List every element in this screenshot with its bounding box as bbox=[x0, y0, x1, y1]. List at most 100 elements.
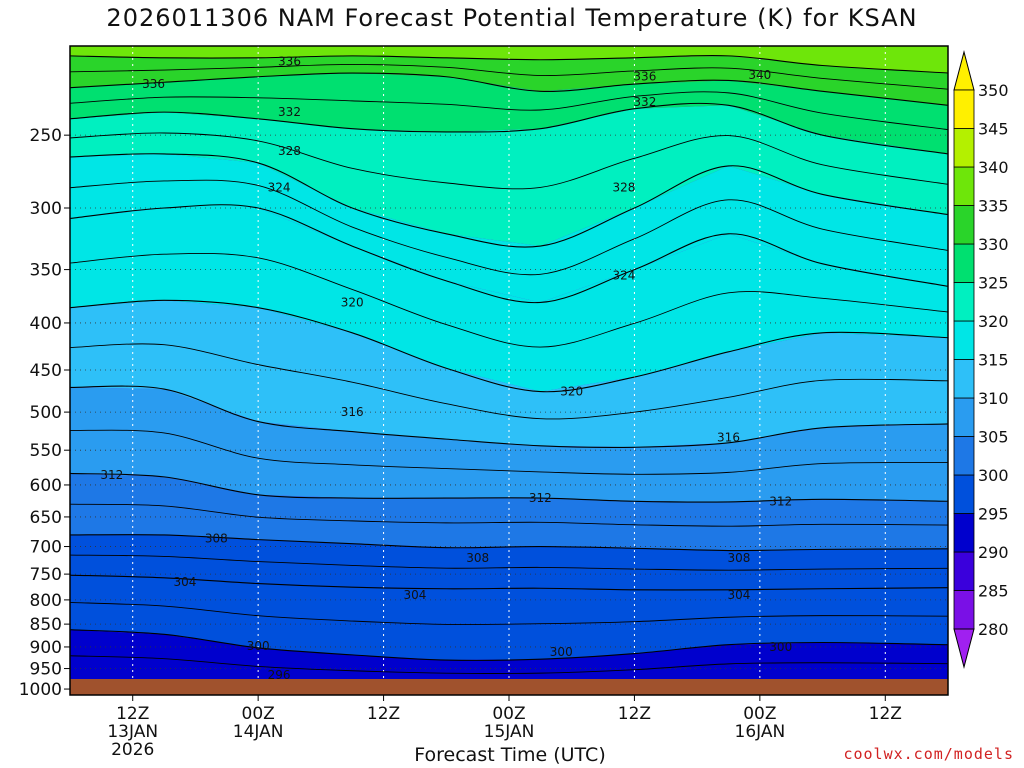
contour-label-300: 300 bbox=[769, 640, 792, 654]
colorbar: 280 285 290 295 300 305 310 315 320 325 330 335 340 3… bbox=[953, 50, 1009, 669]
isentrope-334 bbox=[70, 91, 948, 131]
colorbar-label: 285 bbox=[978, 582, 1009, 601]
fill-band-328 bbox=[70, 105, 948, 247]
isentrope-304 bbox=[70, 574, 948, 591]
isentrope-322 bbox=[70, 252, 948, 348]
ground-terrain bbox=[70, 679, 948, 695]
colorbar-label: 290 bbox=[978, 543, 1009, 562]
contour-label-308: 308 bbox=[727, 551, 750, 565]
contour-label-308: 308 bbox=[466, 551, 489, 565]
contour-label-316: 316 bbox=[717, 431, 740, 445]
colorbar-label: 335 bbox=[978, 197, 1009, 216]
fill-band-324 bbox=[70, 153, 948, 303]
isentrope-340 bbox=[70, 54, 948, 74]
isentrope-330 bbox=[70, 132, 948, 190]
colorbar-label: 305 bbox=[978, 428, 1009, 447]
contour-label-304: 304 bbox=[403, 588, 426, 602]
isentrope-302 bbox=[70, 601, 948, 625]
credit-link[interactable]: coolwx.com/models bbox=[843, 745, 1014, 763]
fill-band-296 bbox=[70, 629, 948, 688]
colorbar-segment-300 bbox=[953, 436, 975, 476]
x-tick-label: 12Z bbox=[869, 704, 902, 724]
colorbar-label: 325 bbox=[978, 274, 1009, 293]
colorbar-segment-315 bbox=[953, 320, 975, 360]
contour-label-332: 332 bbox=[633, 95, 656, 109]
y-tick-label: 700 bbox=[30, 538, 62, 558]
contour-label-336: 336 bbox=[142, 77, 165, 91]
isentrope-324 bbox=[70, 204, 948, 304]
chart-title: 2026011306 NAM Forecast Potential Temper… bbox=[106, 4, 918, 32]
x-tick-label: 00Z bbox=[242, 704, 275, 724]
x-tick-label: 14JAN bbox=[233, 722, 284, 742]
colorbar-label: 300 bbox=[978, 466, 1009, 485]
contour-label-320: 320 bbox=[341, 295, 364, 309]
colorbar-label: 280 bbox=[978, 620, 1009, 639]
isentrope-308 bbox=[70, 534, 948, 552]
isentrope-310 bbox=[70, 503, 948, 527]
x-tick-label: 12Z bbox=[618, 704, 651, 724]
fill-band-340 bbox=[70, 46, 948, 74]
ground-fill bbox=[70, 679, 948, 695]
contour-label-316: 316 bbox=[341, 405, 364, 419]
x-tick-label: 12Z bbox=[116, 704, 149, 724]
colorbar-segment-330 bbox=[953, 205, 975, 245]
contour-label-336: 336 bbox=[633, 70, 656, 84]
isentrope-318 bbox=[70, 343, 948, 420]
y-tick-label: 500 bbox=[30, 403, 62, 423]
contour-label-336: 336 bbox=[278, 55, 301, 69]
colorbar-segment-295 bbox=[953, 474, 975, 514]
x-tick-label: 12Z bbox=[367, 704, 400, 724]
contour-label-296: 296 bbox=[268, 668, 291, 682]
colorbar-label: 320 bbox=[978, 312, 1009, 331]
y-tick-label: 550 bbox=[30, 441, 62, 461]
fill-band-312 bbox=[70, 387, 948, 502]
y-tick-label: 900 bbox=[30, 638, 62, 658]
colorbar-label: 345 bbox=[978, 120, 1009, 139]
colorbar-label: 295 bbox=[978, 505, 1009, 524]
y-tick-label: 250 bbox=[30, 126, 62, 146]
theta-fill-bands bbox=[70, 46, 948, 695]
colorbar-label: 330 bbox=[978, 235, 1009, 254]
contour-label-332: 332 bbox=[278, 105, 301, 119]
colorbar-label: 310 bbox=[978, 389, 1009, 408]
y-tick-label: 450 bbox=[30, 361, 62, 381]
colorbar-segment-335 bbox=[953, 166, 975, 206]
x-tick-label: 15JAN bbox=[484, 722, 535, 742]
colorbar-arrow-top bbox=[953, 50, 975, 91]
isentrope-338 bbox=[70, 63, 948, 90]
y-tick-label: 1000 bbox=[19, 680, 62, 700]
isentrope-336 bbox=[70, 72, 948, 106]
contour-label-308: 308 bbox=[205, 531, 228, 545]
y-tick-label: 400 bbox=[30, 314, 62, 334]
colorbar-segment-340 bbox=[953, 128, 975, 168]
isentrope-314 bbox=[70, 429, 948, 475]
y-tick-label: 750 bbox=[30, 565, 62, 585]
y-tick-label: 650 bbox=[30, 508, 62, 528]
contour-label-312: 312 bbox=[769, 494, 792, 508]
isentrope-298 bbox=[70, 655, 948, 674]
y-tick-label: 350 bbox=[30, 261, 62, 281]
colorbar-segment-345 bbox=[953, 89, 975, 129]
plot-grid bbox=[70, 46, 948, 695]
isentrope-332 bbox=[70, 102, 948, 155]
colorbar-segment-285 bbox=[953, 551, 975, 591]
y-tick-label: 850 bbox=[30, 615, 62, 635]
y-tick-label: 300 bbox=[30, 199, 62, 219]
contour-label-328: 328 bbox=[278, 144, 301, 158]
colorbar-label: 350 bbox=[978, 81, 1009, 100]
x-tick-label: 16JAN bbox=[735, 722, 786, 742]
x-tick-label: 13JAN bbox=[107, 722, 158, 742]
fill-band-308 bbox=[70, 473, 948, 551]
y-axis: 250 300 350 400 450 500 550 600 650 700 750 800 850 9… bbox=[19, 126, 70, 700]
colorbar-segment-280 bbox=[953, 590, 975, 630]
colorbar-segment-320 bbox=[953, 282, 975, 322]
isentrope-326 bbox=[70, 179, 948, 276]
colorbar-segment-305 bbox=[953, 397, 975, 437]
contour-label-324: 324 bbox=[268, 181, 291, 195]
x-tick-label: 00Z bbox=[743, 704, 776, 724]
contour-label-300: 300 bbox=[550, 645, 573, 659]
colorbar-label: 340 bbox=[978, 158, 1009, 177]
x-axis-title: Forecast Time (UTC) bbox=[414, 744, 606, 766]
